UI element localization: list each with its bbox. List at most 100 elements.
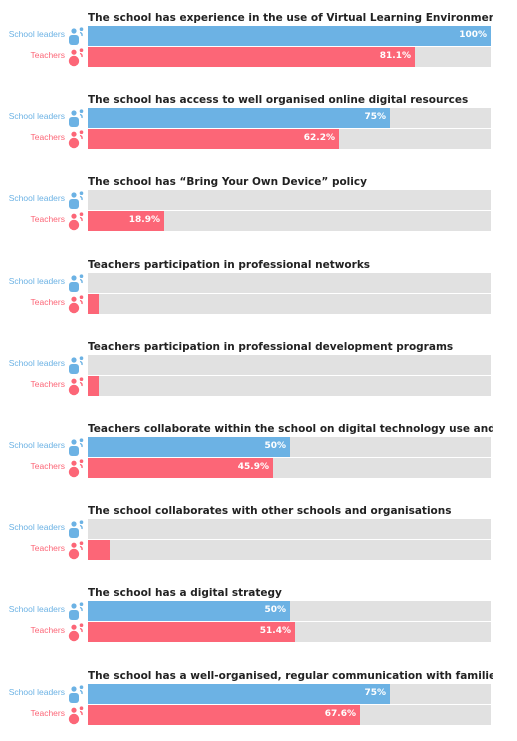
bar: 45.9%	[88, 458, 273, 478]
school-leaders-row: School leaders 50%	[0, 437, 517, 457]
bar: 62.2%	[88, 129, 339, 150]
bar: 81.1%	[88, 47, 415, 67]
bar-track	[88, 540, 491, 561]
chart-group: Teachers collaborate within the school o…	[0, 423, 517, 489]
teachers-row: Teachers	[0, 540, 517, 561]
bar: 67.6%	[88, 704, 360, 725]
school-leader-icon	[68, 684, 85, 704]
bar: 50%	[88, 437, 290, 457]
bar-track: 81.1%	[88, 47, 491, 67]
series-label: Teachers	[30, 543, 66, 554]
bar	[88, 540, 110, 561]
bar-track	[88, 354, 491, 375]
group-title: Teachers participation in professional n…	[88, 258, 371, 271]
group-title: The school has a digital strategy	[88, 587, 282, 600]
bar-track	[88, 272, 491, 293]
series-label: School leaders	[8, 604, 65, 615]
bar-track: 18.9%	[88, 211, 491, 232]
bar-track: 100%	[88, 26, 491, 46]
chart-group: The school has experience in the use of …	[0, 12, 517, 78]
series-label: Teachers	[30, 378, 66, 389]
teachers-row: Teachers 18.9%	[0, 211, 517, 232]
data-label: 51.4%	[259, 626, 291, 637]
school-leader-icon	[68, 26, 85, 46]
school-leader-icon	[68, 108, 85, 128]
series-label: Teachers	[30, 214, 66, 225]
school-leader-icon	[68, 437, 85, 457]
bar	[88, 375, 99, 396]
series-label: Teachers	[30, 50, 66, 60]
data-label: 50%	[264, 441, 286, 451]
school-leader-icon	[68, 601, 85, 621]
series-label: School leaders	[8, 522, 65, 533]
teacher-icon	[68, 705, 85, 725]
series-label: School leaders	[8, 357, 65, 368]
chart-group: The school has a well-organised, regular…	[0, 670, 517, 736]
series-label: School leaders	[8, 440, 65, 450]
series-label: Teachers	[30, 707, 66, 718]
data-label: 18.9%	[128, 215, 160, 226]
bar: 50%	[88, 601, 290, 622]
data-label: 100%	[459, 30, 487, 40]
school-leaders-row: School leaders	[0, 190, 517, 211]
chart-group: The school collaborates with other schoo…	[0, 505, 517, 571]
series-label: Teachers	[30, 625, 66, 636]
bar: 18.9%	[88, 211, 164, 232]
bar-track: 45.9%	[88, 458, 491, 478]
bar-track	[88, 375, 491, 396]
teachers-row: Teachers 51.4%	[0, 622, 517, 643]
school-leaders-row: School leaders 50%	[0, 601, 517, 622]
data-label: 67.6%	[324, 708, 356, 719]
teacher-icon	[68, 622, 85, 642]
series-label: Teachers	[30, 132, 66, 143]
data-label: 50%	[264, 605, 286, 616]
school-leaders-row: School leaders	[0, 519, 517, 540]
series-label: School leaders	[8, 29, 65, 39]
teachers-row: Teachers 81.1%	[0, 47, 517, 67]
teacher-icon	[68, 47, 85, 67]
teachers-row: Teachers 62.2%	[0, 129, 517, 150]
data-label: 45.9%	[237, 462, 269, 472]
bar: 100%	[88, 26, 491, 46]
series-label: Teachers	[30, 461, 66, 471]
bar: 75%	[88, 683, 390, 704]
teachers-row: Teachers 67.6%	[0, 704, 517, 725]
school-leader-icon	[68, 355, 85, 375]
group-title: The school has access to well organised …	[88, 94, 469, 107]
data-label: 81.1%	[379, 51, 411, 61]
series-label: School leaders	[8, 111, 65, 122]
bar-track: 67.6%	[88, 704, 491, 725]
series-label: School leaders	[8, 275, 65, 286]
chart-group: The school has a digital strategy School …	[0, 587, 517, 653]
teachers-row: Teachers	[0, 293, 517, 314]
teacher-icon	[68, 294, 85, 314]
bar-track: 50%	[88, 601, 491, 622]
school-leaders-row: School leaders 100%	[0, 26, 517, 46]
bar-track: 51.4%	[88, 622, 491, 643]
bar-track: 50%	[88, 437, 491, 457]
chart-group: Teachers participation in professional d…	[0, 341, 517, 407]
bar: 51.4%	[88, 622, 295, 643]
group-title: Teachers participation in professional d…	[88, 340, 454, 353]
group-title: The school collaborates with other schoo…	[88, 505, 452, 518]
teacher-icon	[68, 540, 85, 560]
bar-track	[88, 293, 491, 314]
bar-track: 62.2%	[88, 129, 491, 150]
bar-track: 75%	[88, 108, 491, 129]
school-leaders-row: School leaders 75%	[0, 108, 517, 129]
school-leaders-row: School leaders	[0, 272, 517, 293]
teacher-icon	[68, 376, 85, 396]
bar-track	[88, 519, 491, 540]
bar	[88, 293, 99, 314]
group-title: The school has a well-organised, regular…	[88, 669, 493, 682]
school-leader-icon	[68, 519, 85, 539]
bar-track: 75%	[88, 683, 491, 704]
data-label: 75%	[364, 112, 386, 123]
school-leaders-row: School leaders	[0, 354, 517, 375]
group-title: The school has experience in the use of …	[88, 12, 493, 24]
data-label: 75%	[364, 687, 386, 698]
teacher-icon	[68, 211, 85, 231]
series-label: Teachers	[30, 296, 66, 307]
school-leader-icon	[68, 190, 85, 210]
